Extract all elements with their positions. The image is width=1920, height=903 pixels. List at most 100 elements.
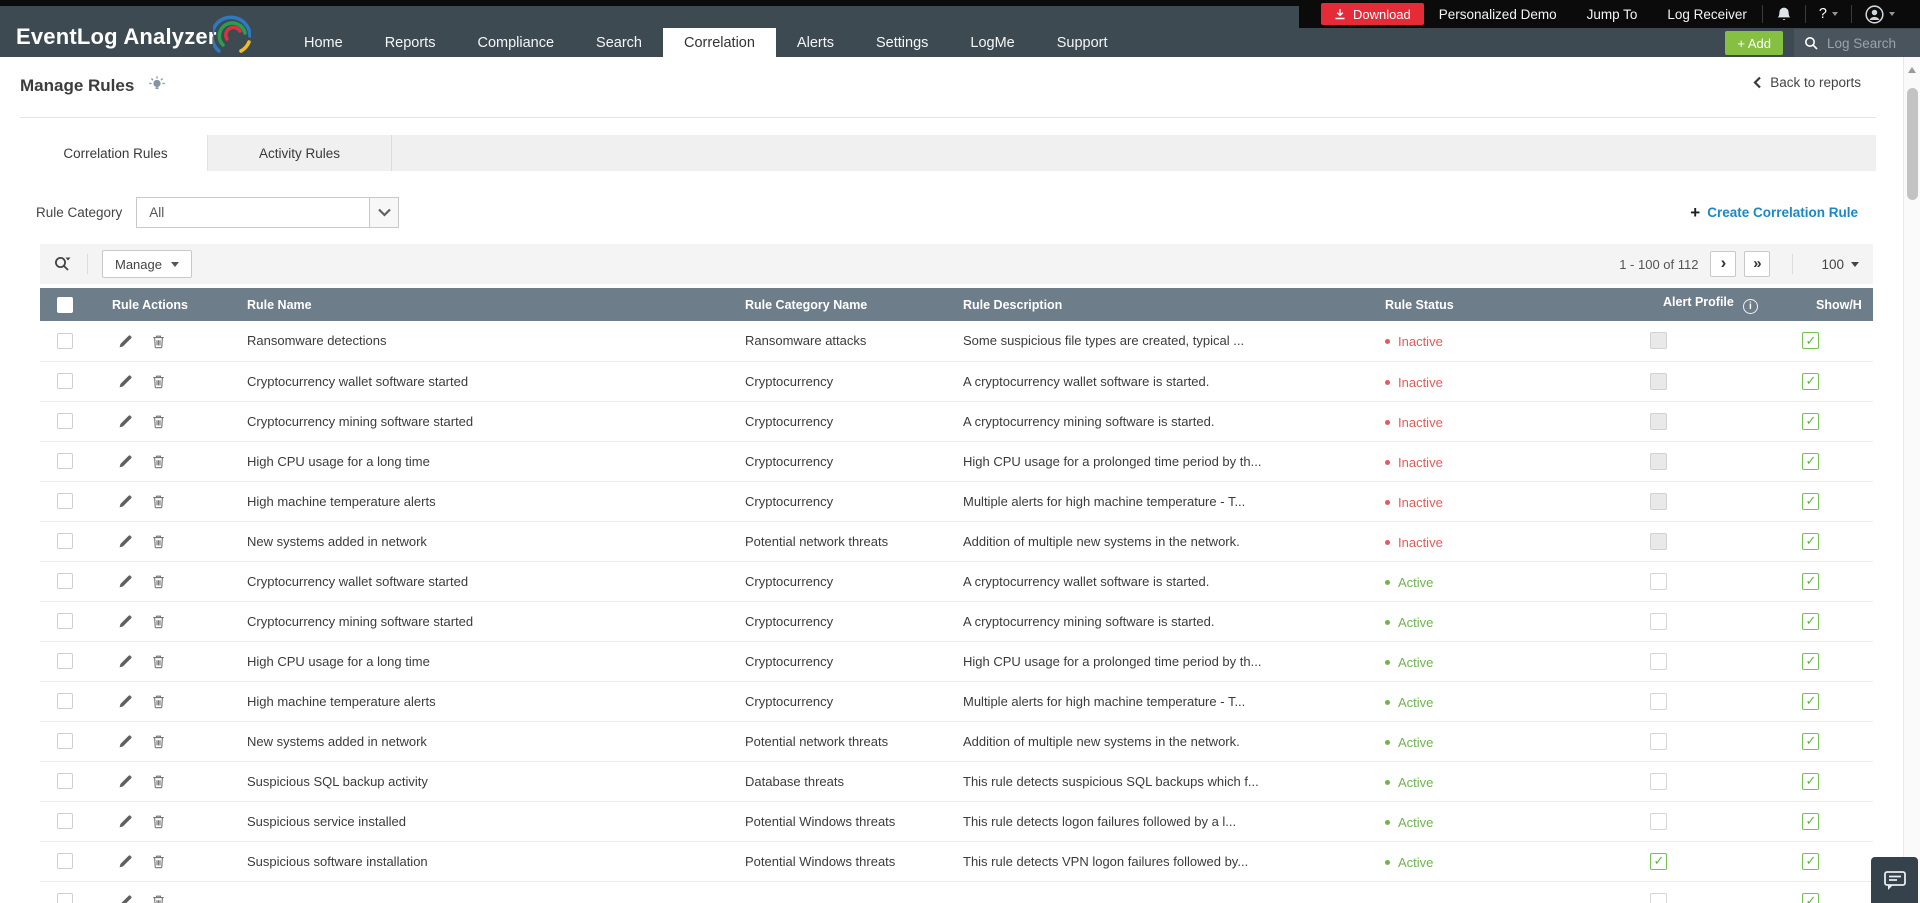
delete-icon[interactable] bbox=[151, 574, 166, 589]
scrollbar-thumb[interactable] bbox=[1907, 88, 1918, 200]
row-checkbox[interactable] bbox=[57, 733, 73, 750]
row-checkbox[interactable] bbox=[57, 413, 73, 430]
show-hide-checkbox[interactable] bbox=[1802, 532, 1819, 550]
delete-icon[interactable] bbox=[151, 734, 166, 749]
row-checkbox[interactable] bbox=[57, 333, 73, 350]
tips-bulb-icon[interactable] bbox=[148, 75, 166, 93]
edit-icon[interactable] bbox=[118, 414, 133, 429]
help-menu[interactable]: ? bbox=[1804, 5, 1851, 23]
alert-profile-checkbox[interactable] bbox=[1650, 772, 1667, 790]
alert-profile-checkbox[interactable] bbox=[1650, 892, 1667, 903]
select-all-checkbox[interactable] bbox=[57, 296, 73, 313]
nav-item-logme[interactable]: LogMe bbox=[970, 34, 1015, 51]
download-button[interactable]: Download bbox=[1320, 3, 1424, 25]
show-hide-checkbox[interactable] bbox=[1802, 332, 1819, 350]
show-hide-checkbox[interactable] bbox=[1802, 612, 1819, 630]
edit-icon[interactable] bbox=[118, 374, 133, 389]
next-page-button[interactable] bbox=[1710, 251, 1737, 277]
alert-profile-checkbox[interactable] bbox=[1650, 812, 1667, 830]
show-hide-checkbox[interactable] bbox=[1802, 892, 1819, 903]
row-checkbox[interactable] bbox=[57, 573, 73, 590]
delete-icon[interactable] bbox=[151, 814, 166, 829]
edit-icon[interactable] bbox=[118, 814, 133, 829]
row-checkbox[interactable] bbox=[57, 533, 73, 550]
edit-icon[interactable] bbox=[118, 734, 133, 749]
row-checkbox[interactable] bbox=[57, 693, 73, 710]
scroll-up-arrow-icon[interactable] bbox=[1908, 67, 1916, 73]
chat-feedback-button[interactable] bbox=[1871, 857, 1918, 903]
utility-link-personalized-demo[interactable]: Personalized Demo bbox=[1438, 6, 1557, 22]
nav-item-correlation[interactable]: Correlation bbox=[663, 28, 776, 57]
delete-icon[interactable] bbox=[151, 454, 166, 469]
show-hide-checkbox[interactable] bbox=[1802, 692, 1819, 710]
alert-profile-checkbox[interactable] bbox=[1650, 372, 1667, 390]
delete-icon[interactable] bbox=[151, 334, 166, 349]
row-checkbox[interactable] bbox=[57, 773, 73, 790]
show-hide-checkbox[interactable] bbox=[1802, 852, 1819, 870]
show-hide-checkbox[interactable] bbox=[1802, 652, 1819, 670]
add-button[interactable]: + Add bbox=[1725, 31, 1783, 55]
show-hide-checkbox[interactable] bbox=[1802, 572, 1819, 590]
delete-icon[interactable] bbox=[151, 854, 166, 869]
alert-profile-checkbox[interactable] bbox=[1650, 612, 1667, 630]
show-hide-checkbox[interactable] bbox=[1802, 772, 1819, 790]
alert-profile-checkbox[interactable] bbox=[1650, 732, 1667, 750]
page-size-dropdown[interactable]: 100 bbox=[1821, 257, 1859, 272]
row-checkbox[interactable] bbox=[57, 453, 73, 470]
show-hide-checkbox[interactable] bbox=[1802, 732, 1819, 750]
nav-item-reports[interactable]: Reports bbox=[384, 34, 436, 51]
row-checkbox[interactable] bbox=[57, 813, 73, 830]
edit-icon[interactable] bbox=[118, 574, 133, 589]
show-hide-checkbox[interactable] bbox=[1802, 492, 1819, 510]
delete-icon[interactable] bbox=[151, 494, 166, 509]
log-search-box[interactable]: Log Search bbox=[1794, 29, 1920, 57]
delete-icon[interactable] bbox=[151, 774, 166, 789]
delete-icon[interactable] bbox=[151, 374, 166, 389]
edit-icon[interactable] bbox=[118, 334, 133, 349]
alert-profile-checkbox[interactable] bbox=[1650, 332, 1667, 350]
delete-icon[interactable] bbox=[151, 614, 166, 629]
alert-profile-checkbox[interactable] bbox=[1650, 452, 1667, 470]
vertical-scrollbar[interactable] bbox=[1903, 57, 1920, 903]
edit-icon[interactable] bbox=[118, 614, 133, 629]
alert-profile-checkbox[interactable] bbox=[1650, 572, 1667, 590]
delete-icon[interactable] bbox=[151, 534, 166, 549]
nav-item-alerts[interactable]: Alerts bbox=[796, 34, 834, 51]
nav-item-settings[interactable]: Settings bbox=[876, 34, 929, 51]
show-hide-checkbox[interactable] bbox=[1802, 452, 1819, 470]
alert-profile-checkbox[interactable] bbox=[1650, 532, 1667, 550]
nav-item-support[interactable]: Support bbox=[1056, 34, 1108, 51]
utility-link-jump-to[interactable]: Jump To bbox=[1586, 6, 1638, 22]
delete-icon[interactable] bbox=[151, 654, 166, 669]
nav-item-compliance[interactable]: Compliance bbox=[477, 34, 555, 51]
row-checkbox[interactable] bbox=[57, 853, 73, 870]
rule-category-select[interactable]: All bbox=[136, 197, 400, 228]
edit-icon[interactable] bbox=[118, 534, 133, 549]
alert-profile-checkbox[interactable] bbox=[1650, 692, 1667, 710]
row-checkbox[interactable] bbox=[57, 373, 73, 390]
last-page-button[interactable] bbox=[1744, 251, 1771, 277]
show-hide-checkbox[interactable] bbox=[1802, 412, 1819, 430]
utility-link-log-receiver[interactable]: Log Receiver bbox=[1667, 6, 1747, 22]
row-checkbox[interactable] bbox=[57, 653, 73, 670]
edit-icon[interactable] bbox=[118, 654, 133, 669]
alert-profile-checkbox[interactable] bbox=[1650, 492, 1667, 510]
user-menu[interactable] bbox=[1851, 4, 1908, 24]
show-hide-checkbox[interactable] bbox=[1802, 372, 1819, 390]
edit-icon[interactable] bbox=[118, 854, 133, 869]
delete-icon[interactable] bbox=[151, 414, 166, 429]
select-dropdown-button[interactable] bbox=[369, 198, 399, 227]
alert-profile-checkbox[interactable] bbox=[1650, 852, 1667, 870]
show-hide-checkbox[interactable] bbox=[1802, 812, 1819, 830]
edit-icon[interactable] bbox=[118, 894, 133, 903]
edit-icon[interactable] bbox=[118, 454, 133, 469]
create-correlation-rule-link[interactable]: + Create Correlation Rule bbox=[1690, 204, 1858, 221]
edit-icon[interactable] bbox=[118, 774, 133, 789]
alert-profile-checkbox[interactable] bbox=[1650, 412, 1667, 430]
row-checkbox[interactable] bbox=[57, 893, 73, 903]
notifications-button[interactable] bbox=[1761, 5, 1805, 23]
alert-profile-checkbox[interactable] bbox=[1650, 652, 1667, 670]
delete-icon[interactable] bbox=[151, 694, 166, 709]
tab-activity-rules[interactable]: Activity Rules bbox=[208, 135, 392, 171]
row-checkbox[interactable] bbox=[57, 613, 73, 630]
